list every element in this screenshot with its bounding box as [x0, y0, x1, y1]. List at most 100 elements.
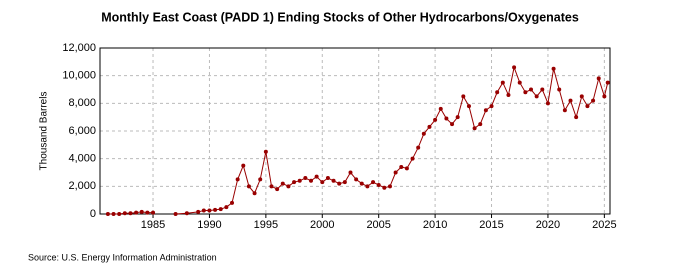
data-point: [495, 90, 500, 95]
data-point: [134, 210, 139, 215]
data-point: [151, 210, 156, 215]
data-point: [292, 180, 297, 185]
data-point: [235, 177, 240, 182]
data-point: [241, 163, 246, 168]
data-point: [438, 106, 443, 111]
data-point: [145, 210, 150, 215]
data-point: [337, 181, 342, 186]
data-point: [562, 108, 567, 113]
data-point: [122, 211, 127, 216]
data-point: [286, 184, 291, 189]
x-tick-label: 1995: [254, 219, 278, 231]
y-tick-label: 8,000: [68, 97, 96, 109]
x-tick-label: 2015: [479, 219, 503, 231]
data-point: [517, 80, 522, 85]
data-point: [421, 131, 426, 136]
data-point: [540, 87, 545, 92]
data-point: [269, 184, 274, 189]
data-point: [348, 170, 353, 175]
data-point: [252, 191, 257, 196]
data-point: [201, 208, 206, 213]
data-point: [506, 93, 511, 98]
data-point: [568, 98, 573, 103]
data-point: [605, 80, 610, 85]
data-point: [399, 164, 404, 169]
data-point: [263, 149, 268, 154]
data-point: [444, 116, 449, 121]
data-point: [128, 211, 133, 216]
data-point: [117, 212, 122, 216]
data-point: [184, 211, 189, 216]
data-point: [427, 124, 432, 129]
data-point: [230, 200, 235, 205]
data-point: [585, 104, 590, 109]
data-point: [387, 184, 392, 189]
y-tick-label: 10,000: [62, 70, 96, 82]
data-point: [207, 208, 212, 213]
data-point: [224, 205, 229, 210]
x-tick-label: 2010: [423, 219, 447, 231]
data-point: [472, 126, 477, 131]
data-point: [325, 176, 330, 181]
source-note: Source: U.S. Energy Information Administ…: [28, 252, 217, 262]
data-point: [483, 108, 488, 113]
data-point: [371, 180, 376, 185]
plot-border: [99, 47, 611, 215]
data-point: [529, 87, 534, 92]
data-point: [455, 115, 460, 120]
data-point: [354, 177, 359, 182]
data-point: [579, 94, 584, 99]
data-point: [331, 178, 336, 183]
data-point: [376, 182, 381, 187]
data-point: [466, 104, 471, 109]
data-point: [512, 65, 517, 70]
data-point: [551, 66, 556, 71]
data-point: [461, 94, 466, 99]
data-point: [557, 87, 562, 92]
data-point: [314, 174, 319, 179]
data-point: [591, 98, 596, 103]
data-point: [393, 170, 398, 175]
x-tick-label: 2005: [366, 219, 390, 231]
data-point: [218, 207, 223, 212]
data-point: [105, 212, 110, 216]
data-point: [574, 115, 579, 120]
data-point: [258, 177, 263, 182]
x-tick-label: 2020: [536, 219, 560, 231]
data-point: [320, 180, 325, 185]
chart-title: Monthly East Coast (PADD 1) Ending Stock…: [101, 10, 579, 24]
data-point: [450, 122, 455, 127]
data-point: [478, 122, 483, 127]
y-tick-label: 4,000: [68, 153, 96, 165]
y-tick-label: 6,000: [68, 125, 96, 137]
x-tick-label: 2000: [310, 219, 334, 231]
data-point: [297, 178, 302, 183]
data-point: [111, 212, 116, 216]
y-axis-label: Thousand Barrels: [39, 92, 50, 171]
data-point: [303, 176, 308, 181]
data-point: [545, 101, 550, 106]
x-tick-label: 2025: [592, 219, 616, 231]
data-point: [308, 178, 313, 183]
data-point: [275, 187, 280, 192]
data-point: [410, 156, 415, 161]
data-point: [500, 80, 505, 85]
data-point: [365, 184, 370, 189]
data-point: [382, 185, 387, 190]
y-tick-label: 12,000: [62, 42, 96, 54]
data-point: [173, 212, 178, 216]
data-point: [359, 181, 364, 186]
data-point: [246, 184, 251, 189]
y-tick-label: 2,000: [68, 180, 96, 192]
data-point: [596, 76, 601, 81]
data-point: [213, 207, 218, 212]
data-point: [342, 180, 347, 185]
x-tick-label: 1990: [197, 219, 221, 231]
data-point: [196, 209, 201, 214]
data-point: [416, 145, 421, 150]
data-point: [433, 117, 438, 122]
data-point: [523, 90, 528, 95]
y-tick-label: 0: [90, 208, 96, 220]
data-point: [602, 94, 607, 99]
